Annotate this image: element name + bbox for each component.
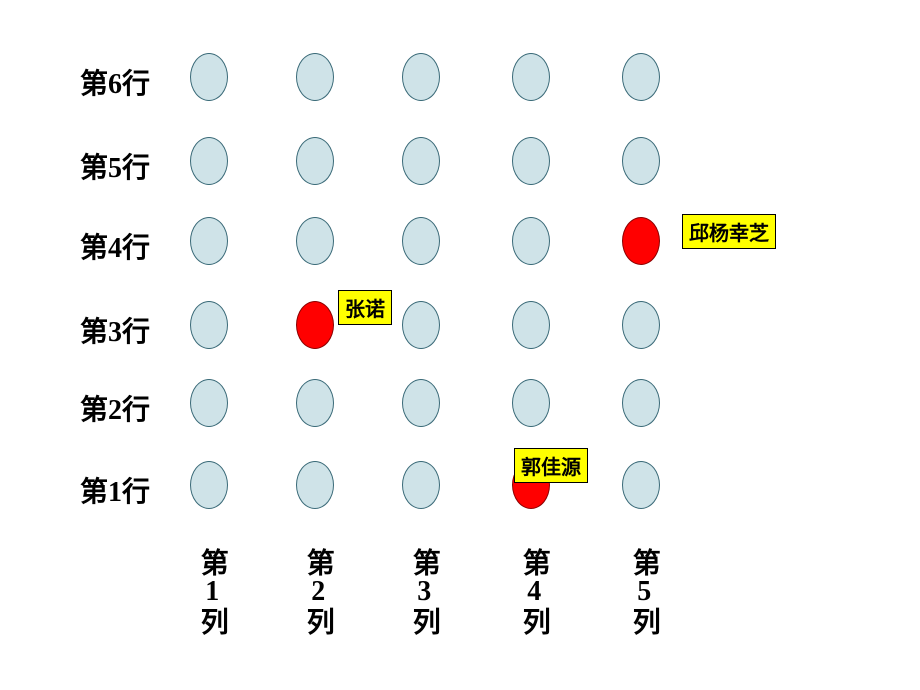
- seat: [622, 461, 660, 509]
- seat-highlighted: [622, 217, 660, 265]
- seat: [512, 301, 550, 349]
- seat: [512, 53, 550, 101]
- seat: [402, 379, 440, 427]
- seat: [512, 137, 550, 185]
- row-label-2: 第2行: [80, 388, 150, 428]
- seat: [402, 461, 440, 509]
- seat: [190, 53, 228, 101]
- row-label-6: 第6行: [80, 62, 150, 102]
- callout-guo: 郭佳源: [514, 448, 588, 483]
- seat: [622, 137, 660, 185]
- col-label-2: 第2列: [302, 548, 333, 635]
- seat: [296, 461, 334, 509]
- seat: [190, 217, 228, 265]
- row-label-5: 第5行: [80, 146, 150, 186]
- seat: [190, 137, 228, 185]
- seat: [402, 53, 440, 101]
- col-label-4: 第4列: [518, 548, 549, 635]
- seat: [190, 379, 228, 427]
- seat: [296, 137, 334, 185]
- seat: [402, 137, 440, 185]
- row-label-1: 第1行: [80, 470, 150, 510]
- col-label-5: 第5列: [628, 548, 659, 635]
- callout-qiu: 邱杨幸芝: [682, 214, 776, 249]
- seat-highlighted: [296, 301, 334, 349]
- seat: [296, 53, 334, 101]
- seat: [512, 379, 550, 427]
- seat: [296, 379, 334, 427]
- col-label-3: 第3列: [408, 548, 439, 635]
- row-label-4: 第4行: [80, 226, 150, 266]
- seat: [402, 217, 440, 265]
- seat: [622, 301, 660, 349]
- row-label-3: 第3行: [80, 310, 150, 350]
- seat: [622, 53, 660, 101]
- seat: [296, 217, 334, 265]
- seat: [622, 379, 660, 427]
- seat: [512, 217, 550, 265]
- seat: [190, 301, 228, 349]
- col-label-1: 第1列: [196, 548, 227, 635]
- seating-grid: 第6行 第5行 第4行 第3行 第2行 第1行 第1列 第2列 第3列 第4列 …: [0, 0, 920, 690]
- callout-zhang: 张诺: [338, 290, 392, 325]
- seat: [190, 461, 228, 509]
- seat: [402, 301, 440, 349]
